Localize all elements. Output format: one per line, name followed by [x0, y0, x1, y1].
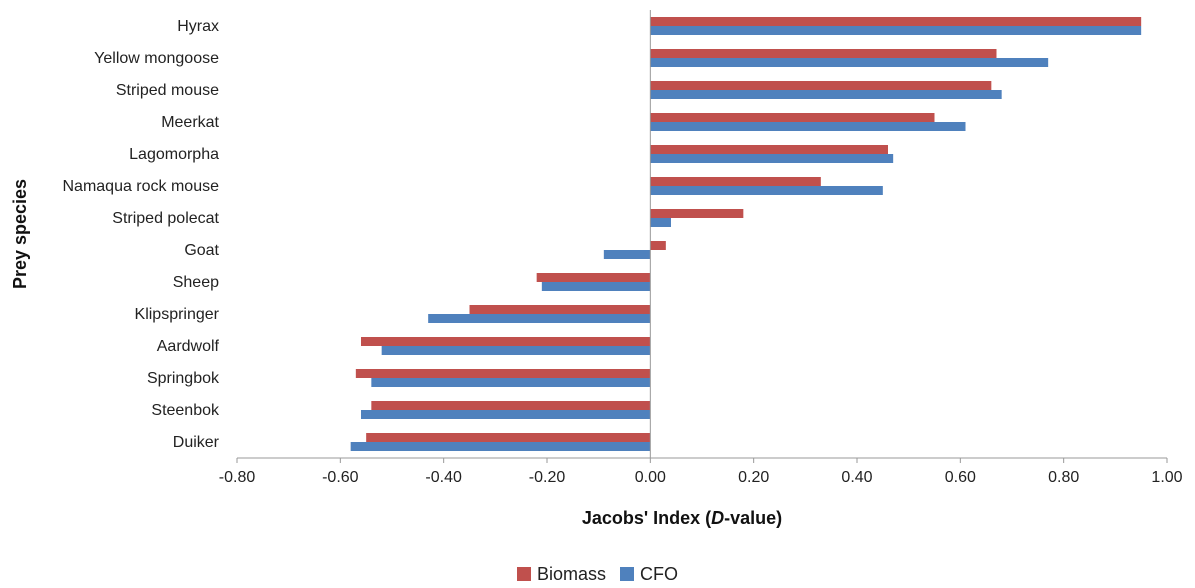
x-axis-title: Jacobs' Index (D-value)	[582, 508, 782, 528]
bar-cfo-hyrax	[650, 26, 1142, 35]
bar-cfo-steenbok	[361, 410, 651, 419]
category-label-sheep: Sheep	[173, 274, 219, 291]
bar-cfo-namaqua-rock-mouse	[650, 186, 883, 195]
bar-chart: -0.80 -0.60 -0.40 -0.20 0.00 0.20 0.40 0.60 0.80…	[10, 10, 1183, 528]
category-labels-group: Hyrax Yellow mongoose Striped mouse Meerkat…	[62, 18, 220, 451]
y-axis-title: Prey species	[10, 179, 30, 289]
category-label-springbok: Springbok	[147, 370, 220, 387]
bar-biomass-steenbok	[371, 401, 651, 410]
bar-cfo-goat	[603, 250, 651, 259]
category-label-steenbok: Steenbok	[151, 402, 220, 419]
bar-biomass-klipspringer	[469, 305, 651, 314]
bar-biomass-striped-polecat	[650, 209, 744, 218]
x-tick-label: 0.20	[738, 469, 769, 486]
category-label-duiker: Duiker	[173, 434, 220, 451]
bar-biomass-meerkat	[650, 113, 935, 122]
legend: Biomass CFO	[0, 560, 1195, 588]
bar-cfo-klipspringer	[428, 314, 651, 323]
bar-biomass-namaqua-rock-mouse	[650, 177, 821, 186]
category-label-goat: Goat	[184, 242, 219, 259]
x-axis-title-part-1: Jacobs' Index (	[582, 508, 711, 528]
x-ticks-group: -0.80 -0.60 -0.40 -0.20 0.00 0.20 0.40 0.60 0.80…	[219, 458, 1183, 486]
x-tick-label: 0.40	[841, 469, 872, 486]
category-label-lagomorpha: Lagomorpha	[129, 146, 219, 163]
x-tick-label: 0.00	[635, 469, 666, 486]
bar-cfo-lagomorpha	[650, 154, 894, 163]
x-tick-label: -0.80	[219, 469, 256, 486]
bar-biomass-lagomorpha	[650, 145, 888, 154]
category-label-klipspringer: Klipspringer	[135, 306, 220, 323]
bar-biomass-hyrax	[650, 17, 1142, 26]
bar-biomass-duiker	[366, 433, 651, 442]
bar-cfo-sheep	[541, 282, 651, 291]
x-tick-label: 1.00	[1151, 469, 1182, 486]
bar-biomass-springbok	[355, 369, 651, 378]
bar-cfo-aardwolf	[381, 346, 651, 355]
bar-cfo-striped-polecat	[650, 218, 671, 227]
bar-cfo-springbok	[371, 378, 651, 387]
legend-swatch-biomass	[516, 567, 531, 581]
x-axis-title-part-2: D	[711, 508, 724, 528]
category-label-yellow-mongoose: Yellow mongoose	[94, 50, 219, 67]
x-tick-label: 0.80	[1048, 469, 1079, 486]
bar-biomass-goat	[650, 241, 666, 250]
bar-biomass-aardwolf	[361, 337, 651, 346]
legend-swatch-cfo	[620, 567, 635, 581]
x-tick-label: 0.60	[945, 469, 976, 486]
legend-label-cfo: CFO	[640, 563, 679, 584]
bar-cfo-yellow-mongoose	[650, 58, 1049, 67]
category-label-namaqua-rock-mouse: Namaqua rock mouse	[62, 178, 219, 195]
category-label-meerkat: Meerkat	[161, 114, 219, 131]
bar-biomass-striped-mouse	[650, 81, 992, 90]
x-tick-label: -0.20	[529, 469, 566, 486]
bar-biomass-yellow-mongoose	[650, 49, 997, 58]
bar-cfo-striped-mouse	[650, 90, 1002, 99]
category-label-striped-mouse: Striped mouse	[116, 82, 219, 99]
bars-group	[350, 17, 1142, 451]
category-label-hyrax: Hyrax	[177, 18, 219, 35]
bar-cfo-meerkat	[650, 122, 966, 131]
x-tick-label: -0.60	[322, 469, 359, 486]
x-axis-title-part-3: -value)	[724, 508, 782, 528]
category-label-aardwolf: Aardwolf	[157, 338, 220, 355]
bar-cfo-duiker	[350, 442, 651, 451]
legend-item-cfo: CFO	[620, 564, 678, 585]
legend-label-biomass: Biomass	[536, 563, 607, 584]
legend-item-biomass: Biomass	[516, 563, 607, 585]
bar-biomass-sheep	[536, 273, 651, 282]
x-tick-label: -0.40	[425, 469, 462, 486]
category-label-striped-polecat: Striped polecat	[112, 210, 219, 227]
